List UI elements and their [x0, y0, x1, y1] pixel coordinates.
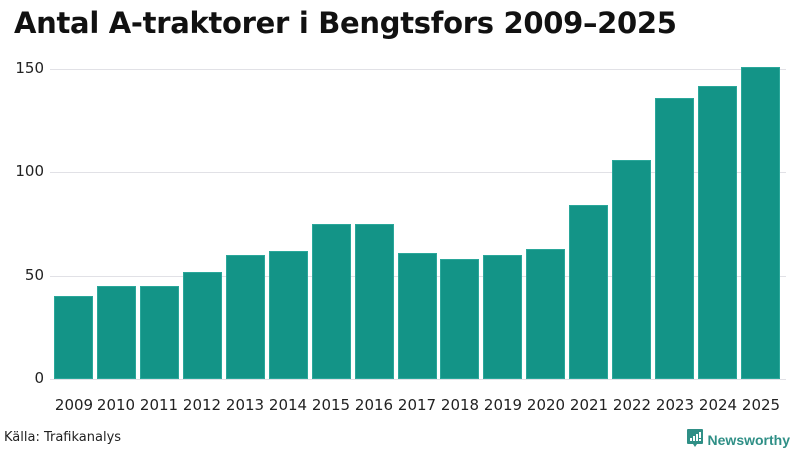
y-tick-label: 150 — [15, 59, 44, 77]
bar-2011 — [140, 286, 179, 379]
x-tick-label: 2011 — [139, 396, 179, 414]
x-tick-label: 2018 — [440, 396, 480, 414]
x-tick-label: 2014 — [268, 396, 308, 414]
x-tick-label: 2016 — [354, 396, 394, 414]
y-tick-label: 100 — [15, 162, 44, 180]
bar-2022 — [612, 160, 651, 379]
bar-2021 — [569, 205, 608, 379]
x-tick-label: 2021 — [569, 396, 609, 414]
bar-2013 — [226, 255, 265, 379]
y-tick-label: 0 — [34, 369, 44, 387]
x-tick-label: 2025 — [741, 396, 781, 414]
bar-2017 — [398, 253, 437, 379]
y-tick-label: 50 — [24, 266, 44, 284]
source-caption: Källa: Trafikanalys — [4, 430, 122, 445]
x-tick-label: 2010 — [96, 396, 136, 414]
x-tick-label: 2017 — [397, 396, 437, 414]
bar-2010 — [97, 286, 136, 379]
bar-2016 — [355, 224, 394, 379]
newsworthy-brand: Newsworthy — [686, 428, 790, 452]
bar-2024 — [698, 86, 737, 379]
bar-2020 — [526, 249, 565, 379]
gridline — [50, 379, 786, 380]
bar-2023 — [655, 98, 694, 379]
x-tick-label: 2024 — [698, 396, 738, 414]
x-tick-label: 2009 — [54, 396, 94, 414]
x-tick-label: 2023 — [655, 396, 695, 414]
x-tick-label: 2022 — [612, 396, 652, 414]
x-tick-label: 2012 — [182, 396, 222, 414]
bar-2014 — [269, 251, 308, 379]
chart-title: Antal A-traktorer i Bengtsfors 2009–2025 — [14, 6, 677, 40]
gridline — [50, 69, 786, 70]
bar-2009 — [54, 296, 93, 379]
bar-2025 — [741, 67, 780, 379]
x-tick-label: 2019 — [483, 396, 523, 414]
newsworthy-logo-icon — [686, 428, 704, 452]
brand-name: Newsworthy — [707, 432, 790, 448]
x-tick-label: 2020 — [526, 396, 566, 414]
bar-2019 — [483, 255, 522, 379]
bar-2012 — [183, 272, 222, 379]
gridline — [50, 172, 786, 173]
bar-2018 — [440, 259, 479, 379]
x-tick-label: 2015 — [311, 396, 351, 414]
x-tick-label: 2013 — [225, 396, 265, 414]
bar-2015 — [312, 224, 351, 379]
